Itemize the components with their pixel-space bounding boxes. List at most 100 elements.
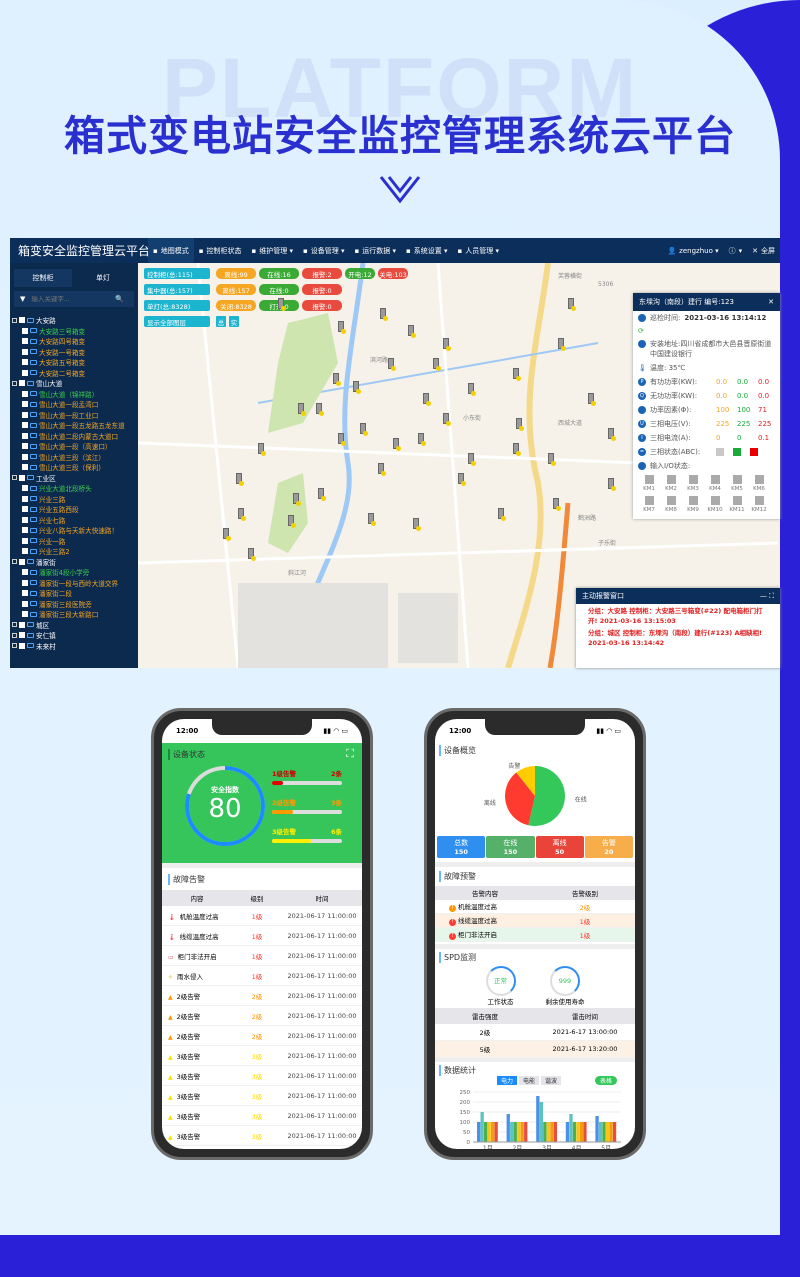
tree-group[interactable]: 工业区	[12, 473, 136, 484]
tree-item[interactable]: 雪山大道一段工业口	[12, 410, 136, 421]
checkbox[interactable]	[22, 401, 28, 408]
checkbox[interactable]	[22, 516, 28, 523]
cabinet-marker[interactable]	[238, 508, 246, 521]
cabinet-marker[interactable]	[353, 381, 361, 394]
stat-pill[interactable]: 在线:0	[259, 284, 299, 295]
cabinet-marker[interactable]	[360, 423, 368, 436]
cabinet-marker[interactable]	[258, 443, 266, 456]
checkbox[interactable]	[22, 464, 28, 471]
checkbox[interactable]	[22, 600, 28, 607]
tree-item[interactable]: 雪山大道（锦祥路）	[12, 389, 136, 400]
stat-pill[interactable]: 报警:0	[302, 284, 342, 295]
checkbox[interactable]	[22, 495, 28, 502]
stat-box[interactable]: 在线 150	[486, 836, 535, 858]
scan-icon[interactable]: ⛶	[346, 747, 354, 760]
cabinet-marker[interactable]	[278, 298, 286, 311]
checkbox[interactable]	[22, 569, 28, 576]
cabinet-marker[interactable]	[318, 488, 326, 501]
tree-item[interactable]: 雪山大道二段内蒙古大道口	[12, 431, 136, 442]
fullscreen-button[interactable]: ✕ 全屏	[747, 238, 780, 263]
cabinet-marker[interactable]	[568, 298, 576, 311]
checkbox[interactable]	[22, 422, 28, 429]
cabinet-marker[interactable]	[333, 373, 341, 386]
cabinet-marker[interactable]	[248, 548, 256, 561]
cabinet-marker[interactable]	[468, 383, 476, 396]
checkbox[interactable]	[22, 548, 28, 555]
checkbox[interactable]	[22, 579, 28, 586]
strike-row[interactable]: 2级 2021-6-17 13:00:00	[435, 1024, 635, 1041]
tree-item[interactable]: 潘家街三段大新路口	[12, 609, 136, 620]
stat-category[interactable]: 控制柜(总:115)	[144, 268, 210, 279]
tree-item[interactable]: 兴业大道北段桥头	[12, 483, 136, 494]
cabinet-marker[interactable]	[608, 478, 616, 491]
stat-pill[interactable]: 实	[229, 316, 239, 327]
stat-pill[interactable]: 在线:16	[259, 268, 299, 279]
cabinet-marker[interactable]	[458, 473, 466, 486]
tree-group[interactable]: 未来村	[12, 641, 136, 652]
stat-pill[interactable]: 开电:12	[345, 268, 375, 279]
cabinet-marker[interactable]	[388, 358, 396, 371]
checkbox[interactable]	[19, 380, 25, 387]
stat-pill[interactable]: 离线:99	[216, 268, 256, 279]
tree-item[interactable]: 雪山大道三段（滨江）	[12, 452, 136, 463]
nav-item[interactable]: ▪ 地图模式	[148, 238, 194, 263]
user-menu[interactable]: 👤 zengzhuo ▾	[667, 246, 719, 255]
expand-toggle-icon[interactable]	[12, 475, 17, 481]
fault-row[interactable]: ▲ 3级告警 3级 2021-06-17 11:00:00	[162, 1066, 362, 1086]
fault-row[interactable]: ▲ 3级告警 3级 2021-06-17 11:00:00	[162, 1126, 362, 1146]
stat-pill[interactable]: 总	[216, 316, 226, 327]
stat-pill[interactable]: 报警:0	[302, 300, 342, 311]
checkbox[interactable]	[22, 390, 28, 397]
checkbox[interactable]	[22, 338, 28, 345]
checkbox[interactable]	[19, 642, 25, 649]
fault-row[interactable]: ✧ 雨水侵入 1级 2021-06-17 11:00:00	[162, 966, 362, 986]
checkbox[interactable]	[22, 432, 28, 439]
tree-item[interactable]: 雪山大道三段（保利）	[12, 462, 136, 473]
stat-box[interactable]: 总数 150	[437, 836, 486, 858]
refresh-icon[interactable]: ⟳	[638, 327, 644, 335]
cabinet-marker[interactable]	[413, 518, 421, 531]
cabinet-marker[interactable]	[236, 473, 244, 486]
stat-box[interactable]: 告警 20	[584, 836, 633, 858]
stat-category[interactable]: 单灯(总:8328)	[144, 300, 210, 311]
checkbox[interactable]	[22, 359, 28, 366]
tree-item[interactable]: 兴业七路	[12, 515, 136, 526]
tree-item[interactable]: 大安路四号箱变	[12, 336, 136, 347]
fault-row[interactable]: 🌡 机舱温度过高 1级 2021-06-17 11:00:00	[162, 906, 362, 926]
cabinet-marker[interactable]	[288, 515, 296, 528]
cabinet-marker[interactable]	[553, 498, 561, 511]
cabinet-marker[interactable]	[498, 508, 506, 521]
expand-toggle-icon[interactable]	[12, 317, 17, 323]
cabinet-marker[interactable]	[368, 513, 376, 526]
cabinet-marker[interactable]	[468, 453, 476, 466]
checkbox[interactable]	[19, 474, 25, 481]
tree-item[interactable]: 雪山大道一段五龙路五龙东道	[12, 420, 136, 431]
checkbox[interactable]	[22, 369, 28, 376]
checkbox[interactable]	[22, 537, 28, 544]
nav-item[interactable]: ▪ 系统设置 ▾	[401, 238, 453, 263]
fault-row[interactable]: ▲ 2级告警 2级 2021-06-17 11:00:00	[162, 986, 362, 1006]
tree-item[interactable]: 潘家街4段小学旁	[12, 567, 136, 578]
tree-group[interactable]: 潘家街	[12, 557, 136, 568]
maximize-icon[interactable]: ⛶	[769, 591, 774, 600]
tree-item[interactable]: 雪山大道一段（高速口）	[12, 441, 136, 452]
search-icon[interactable]: 🔍	[115, 295, 125, 303]
filter-icon[interactable]: ▼	[20, 295, 26, 303]
fault-row[interactable]: ▲ 3级告警 3级 2021-06-17 11:00:00	[162, 1106, 362, 1126]
tree-item[interactable]: 兴业三路2	[12, 546, 136, 557]
cabinet-marker[interactable]	[378, 463, 386, 476]
tree-group[interactable]: 安仁镇	[12, 630, 136, 641]
cabinet-marker[interactable]	[443, 338, 451, 351]
info-menu[interactable]: ⓘ ▾	[724, 238, 748, 263]
checkbox[interactable]	[22, 527, 28, 534]
cabinet-marker[interactable]	[588, 393, 596, 406]
stat-category[interactable]: 集中器(总:157)	[144, 284, 210, 295]
stat-pill[interactable]: 报警:2	[302, 268, 342, 279]
cabinet-marker[interactable]	[380, 308, 388, 321]
table-toggle-button[interactable]: 表格	[594, 1076, 617, 1085]
expand-toggle-icon[interactable]	[12, 380, 17, 386]
stats-tab[interactable]: 电力	[497, 1076, 518, 1085]
tree-item[interactable]: 大安路二号箱变	[12, 368, 136, 379]
tree-item[interactable]: 兴业三路	[12, 494, 136, 505]
tree-item[interactable]: 雪山大道一段孟湾口	[12, 399, 136, 410]
